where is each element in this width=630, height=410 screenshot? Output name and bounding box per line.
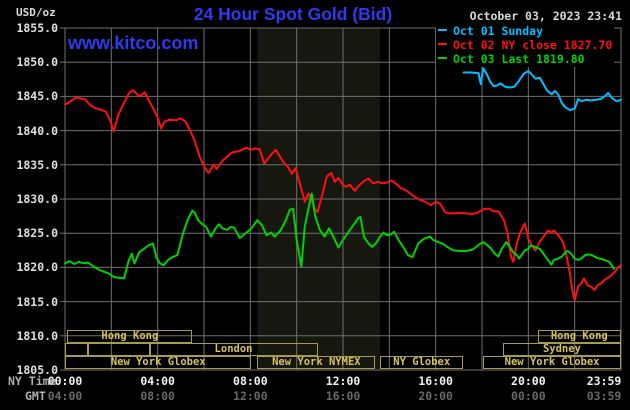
session-label: New York NYMEX	[272, 356, 361, 368]
session-label: Hong Kong	[101, 330, 159, 342]
y-axis-label: 1845.0	[16, 89, 58, 104]
session-label: New York Globex	[110, 356, 206, 368]
session-box-london: London	[149, 343, 318, 356]
x-axis-label-gmt: 12:00	[233, 389, 268, 403]
y-axis-label: 1825.0	[16, 226, 58, 241]
session-box-hong-kong: Hong Kong	[537, 330, 621, 343]
session-box-new-york-globex: New York Globex	[65, 356, 252, 369]
x-axis-label-gmt: 00:00	[511, 389, 546, 403]
session-label: Sydney	[542, 343, 581, 355]
x-axis-label-ny: 12:00	[325, 374, 361, 388]
y-axis-label: 1850.0	[16, 55, 58, 70]
x-axis-label-ny: 23:59	[586, 374, 622, 388]
legend-swatch-oct-01	[438, 29, 447, 31]
legend-item-oct-03: Oct 03 Last 1819.80	[438, 52, 612, 66]
session-box-unlabeled	[88, 343, 150, 356]
y-axis-label: 1805.0	[16, 363, 58, 377]
chart-datetime: October 03, 2023 23:41	[469, 9, 622, 23]
y-axis-label: 1840.0	[16, 123, 58, 138]
x-axis-label-gmt: 04:00	[47, 389, 83, 403]
x-axis-label-ny: 04:00	[140, 374, 175, 388]
session-label: London	[214, 343, 253, 355]
session-box-new-york-nymex: New York NYMEX	[257, 356, 376, 369]
y-axis-label: 1830.0	[16, 192, 58, 206]
legend-item-oct-01: Oct 01 Sunday	[438, 24, 612, 38]
y-axis-units-label: USD/oz	[16, 6, 56, 19]
legend-swatch-oct-02	[438, 43, 447, 45]
session-box-hong-kong: Hong Kong	[67, 330, 193, 343]
kitco-watermark-link[interactable]: www.kitco.com	[68, 33, 199, 53]
series-line-oct-03-last-1819-80	[64, 192, 615, 280]
x-axis-label-gmt: 16:00	[325, 389, 361, 403]
x-axis-label-ny: 00:00	[47, 374, 83, 388]
y-axis-label: 1855.0	[16, 21, 58, 35]
session-box-unlabeled	[65, 343, 89, 356]
session-label: Hong Kong	[550, 330, 608, 342]
series-line-oct-02-ny-close-1827-70	[64, 89, 622, 302]
legend-label-oct-01: Oct 01 Sunday	[453, 24, 544, 38]
x-axis-label-ny: 16:00	[418, 374, 453, 388]
y-axis-label: 1820.0	[16, 260, 58, 275]
session-label: NY Globex	[393, 356, 451, 368]
legend-label-oct-02: Oct 02 NY close 1827.70	[453, 38, 613, 52]
legend: Oct 01 Sunday Oct 02 NY close 1827.70 Oc…	[436, 23, 615, 67]
legend-label-oct-03: Oct 03 Last 1819.80	[453, 52, 585, 66]
x-axis-label-ny: 08:00	[233, 374, 268, 388]
page-title: 24 Hour Spot Gold (Bid)	[193, 4, 393, 24]
legend-swatch-oct-03	[438, 57, 447, 59]
gmt-axis-caption: GMT	[25, 389, 46, 403]
session-label: New York Globex	[504, 356, 600, 368]
session-box-sydney: Sydney	[502, 343, 621, 356]
ny-time-axis-caption: NY Time	[8, 374, 57, 388]
y-axis-label: 1810.0	[16, 328, 58, 343]
legend-item-oct-02: Oct 02 NY close 1827.70	[438, 38, 612, 52]
x-axis-label-ny: 20:00	[511, 374, 546, 388]
session-box-ny-globex: NY Globex	[380, 356, 464, 369]
x-axis-label-gmt: 08:00	[140, 389, 175, 403]
y-axis-label: 1835.0	[16, 157, 58, 172]
session-box-new-york-globex: New York Globex	[483, 356, 621, 369]
x-axis-label-gmt: 20:00	[418, 389, 453, 403]
x-axis-label-gmt: 03:59	[586, 389, 622, 403]
series-line-oct-01-sunday	[462, 67, 622, 112]
y-axis-label: 1815.0	[16, 294, 58, 309]
